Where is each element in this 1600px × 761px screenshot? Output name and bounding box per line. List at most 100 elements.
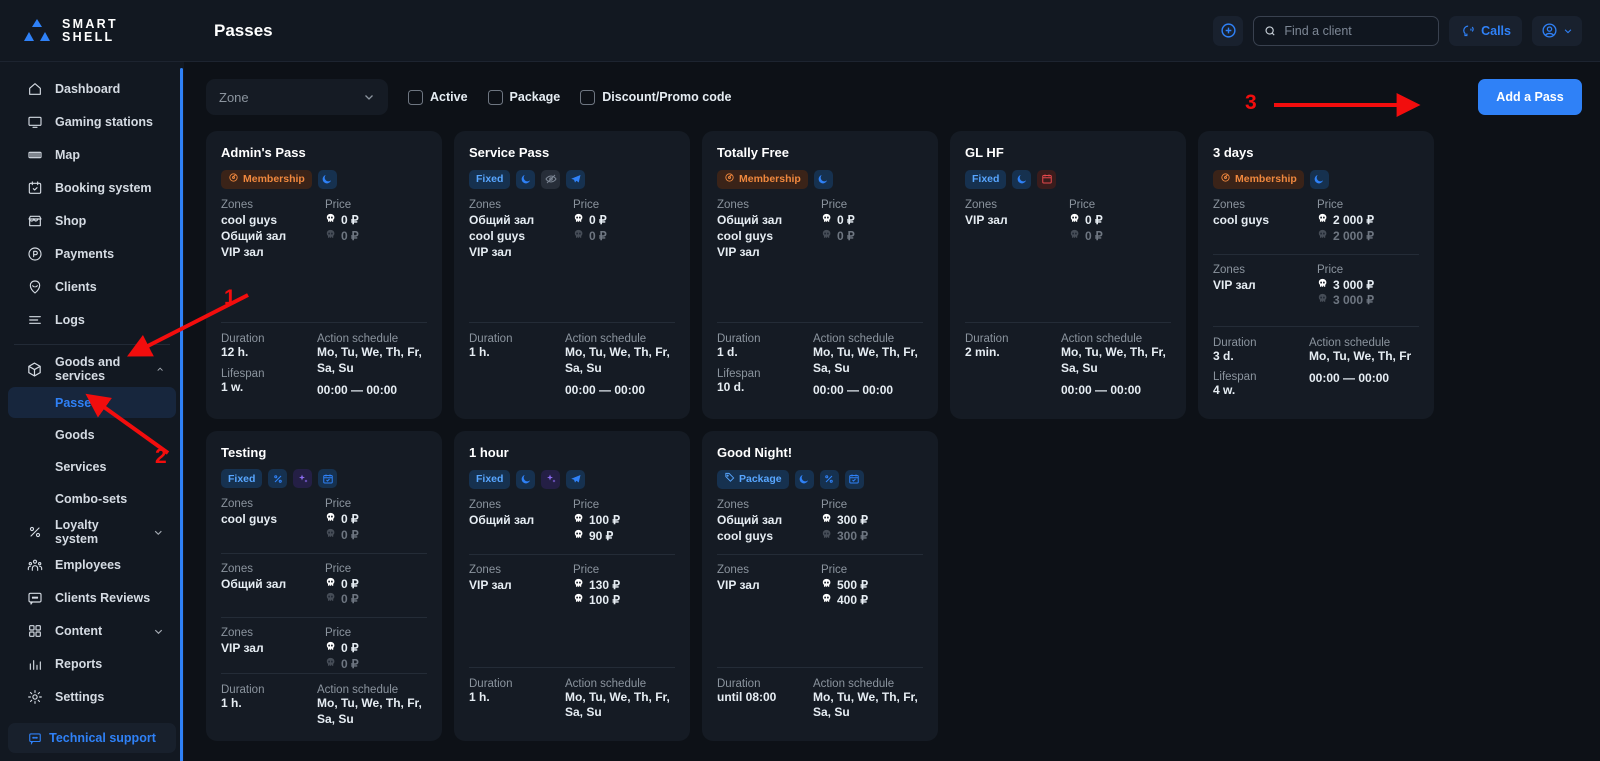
lifespan-value: 1 w. [221, 379, 244, 394]
sidebar-subitem-combo-sets[interactable]: Combo-sets [55, 491, 128, 506]
pass-type-chip[interactable]: Membership [1213, 169, 1304, 189]
sidebar-lower-nav: Loyalty system Employees Clients Reviews… [0, 515, 184, 714]
sidebar-item-reports[interactable]: Reports [8, 648, 176, 680]
sidebar-item-shop[interactable]: Shop [8, 205, 176, 237]
moon-icon[interactable] [516, 469, 536, 489]
brand-line-1: SMART [62, 16, 118, 31]
zones-list: VIP зал [717, 578, 821, 610]
technical-support-button[interactable]: Technical support [8, 723, 176, 753]
add-a-pass-button[interactable]: Add a Pass [1478, 79, 1582, 115]
pass-title: Totally Free [717, 145, 790, 160]
pass-card[interactable]: Service Pass Fixed Zones Price Общий зал… [454, 131, 690, 419]
sidebar-item-loyalty-system[interactable]: Loyalty system [8, 516, 176, 548]
checkbox-box[interactable] [408, 89, 423, 105]
brand-logo[interactable]: SMART SHELL [0, 17, 184, 45]
telegram-icon[interactable] [566, 169, 586, 189]
zones-list: cool guys [221, 512, 325, 544]
prices-list: 0 ₽ 0 ₽ [325, 512, 359, 544]
sidebar-item-clients-reviews[interactable]: Clients Reviews [8, 582, 176, 614]
telegram-icon[interactable] [566, 469, 586, 489]
sidebar-item-booking-system[interactable]: Booking system [8, 172, 176, 204]
zone-price-row: Общий зал 0 ₽ 0 ₽ [221, 577, 427, 609]
price-label: Price [325, 562, 352, 575]
page-title: Passes [214, 20, 273, 40]
zone-price-row: cool guys Общий зал VIP зал 0 ₽ 0 ₽ [221, 213, 427, 260]
filter-checkbox-discount-promo-code[interactable]: Discount/Promo code [580, 89, 731, 105]
pass-badges: Membership [717, 169, 923, 189]
duration-column: Duration 1 h. [469, 333, 565, 406]
sparkles-icon[interactable] [293, 469, 313, 488]
moon-icon[interactable] [1309, 169, 1329, 189]
pass-type-chip[interactable]: Membership [717, 169, 808, 189]
percent-icon[interactable] [819, 469, 839, 489]
moon-icon[interactable] [813, 169, 833, 189]
sidebar-subitem-passes[interactable]: Passes [8, 387, 176, 418]
pass-card[interactable]: Totally Free Membership Zones Price Общи… [702, 131, 938, 419]
price-value: 3 000 ₽ [1333, 277, 1374, 292]
calendar-icon[interactable] [1037, 169, 1057, 189]
price-line: 0 ₽ [821, 229, 855, 245]
sidebar-item-clients[interactable]: Clients [8, 271, 176, 303]
pass-type-chip[interactable]: Membership [221, 169, 312, 189]
zone-select[interactable]: Zone [206, 79, 388, 115]
skull-icon [821, 529, 832, 545]
pass-card[interactable]: Good Night! Package Zones Price Общий за… [702, 431, 938, 741]
moon-icon[interactable] [794, 469, 814, 489]
search-input[interactable] [1284, 23, 1429, 38]
sidebar-item-dashboard[interactable]: Dashboard [8, 73, 176, 105]
price-value: 0 ₽ [341, 213, 359, 227]
zone-name: Общий зал [221, 576, 287, 591]
sidebar-item-logs[interactable]: Logs [8, 304, 176, 336]
sidebar-item-goods-and-services[interactable]: Goods and services [8, 353, 176, 385]
sidebar-scrollbar[interactable] [180, 68, 183, 761]
checkbox-box[interactable] [580, 89, 596, 105]
pass-card[interactable]: Admin's Pass Membership Zones Price cool… [206, 131, 442, 419]
checkbox-box[interactable] [487, 89, 503, 105]
duration-label: Duration [965, 333, 1009, 346]
moon-icon[interactable] [1012, 169, 1032, 189]
pass-type-chip[interactable]: Fixed [469, 169, 511, 189]
add-button[interactable] [1213, 15, 1244, 46]
sidebar-item-settings[interactable]: Settings [8, 681, 176, 713]
eye-off-icon[interactable] [541, 169, 561, 189]
profile-menu-button[interactable] [1532, 15, 1582, 46]
pass-card[interactable]: Testing Fixed Zones Price cool guys 0 ₽ … [206, 431, 442, 741]
percent-icon[interactable] [268, 469, 288, 488]
sidebar-item-employees[interactable]: Employees [8, 549, 176, 581]
pass-type-chip[interactable]: Fixed [221, 469, 263, 488]
moon-icon[interactable] [317, 169, 337, 189]
filter-checkbox-active[interactable]: Active [408, 89, 468, 105]
filter-checkbox-package[interactable]: Package [487, 89, 560, 105]
pass-card[interactable]: GL HF Fixed Zones Price VIP зал 0 ₽ 0 ₽ [950, 131, 1186, 419]
pass-type-chip[interactable]: Fixed [469, 469, 511, 489]
zone-price-group: Zones Price cool guys 0 ₽ 0 ₽ [221, 498, 427, 544]
search-box[interactable] [1253, 15, 1440, 46]
zone-price-row: Общий зал 100 ₽ 90 ₽ [469, 513, 675, 545]
sidebar-subitem-services[interactable]: Services [55, 459, 107, 474]
pass-type-chip[interactable]: Package [717, 469, 789, 489]
price-line: 0 ₽ [573, 213, 607, 229]
price-value: 2 000 ₽ [1333, 213, 1374, 227]
zones-list: Общий зал [221, 577, 325, 609]
price-line: 0 ₽ [821, 213, 855, 229]
main-content: Zone Active Package Discount/Promo code … [184, 62, 1600, 761]
pass-card[interactable]: 3 days Membership Zones Price cool guys … [1198, 131, 1434, 419]
sparkles-icon[interactable] [541, 469, 561, 489]
sidebar-item-gaming-stations[interactable]: Gaming stations [8, 106, 176, 138]
sidebar-item-payments[interactable]: Payments [8, 238, 176, 270]
pass-title: Testing [221, 445, 267, 460]
sidebar-item-content[interactable]: Content [8, 615, 176, 647]
price-label: Price [821, 499, 848, 511]
prices-list: 0 ₽ 0 ₽ [325, 213, 359, 260]
pass-type-chip[interactable]: Fixed [965, 169, 1007, 189]
price-value: 2 000 ₽ [1333, 228, 1374, 243]
calendar-check-icon[interactable] [318, 469, 338, 488]
calls-button[interactable]: Calls [1449, 15, 1522, 46]
pass-card[interactable]: 1 hour Fixed Zones Price Общий зал 100 ₽… [454, 431, 690, 741]
sidebar-subitem-goods[interactable]: Goods [55, 427, 95, 442]
sidebar-item-map[interactable]: Map [8, 139, 176, 171]
calendar-check-icon[interactable] [844, 469, 864, 489]
price-line: 0 ₽ [1069, 229, 1103, 245]
moon-icon[interactable] [516, 169, 536, 189]
price-value: 0 ₽ [341, 228, 359, 243]
